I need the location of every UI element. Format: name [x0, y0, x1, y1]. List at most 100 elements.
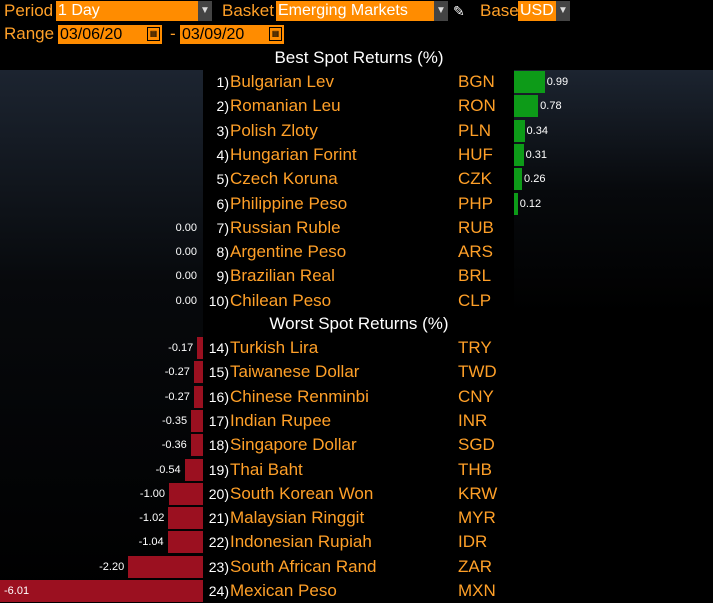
period-value: 1 Day: [58, 2, 100, 19]
negative-bar: [193, 361, 203, 384]
rank-label: 9): [216, 268, 229, 285]
value-label: -0.36: [161, 439, 187, 452]
value-label: -0.27: [164, 390, 190, 403]
currency-row[interactable]: 16) Chinese Renminbi CNY -0.27: [0, 385, 713, 409]
currency-row[interactable]: 3) Polish Zloty PLN 0.34: [0, 119, 713, 143]
positive-bar: [514, 119, 525, 142]
negative-bar: [184, 458, 203, 481]
currency-row[interactable]: 23) South African Rand ZAR -2.20: [0, 555, 713, 579]
positive-bar: [514, 192, 518, 215]
currency-name: Chinese Renminbi: [230, 386, 369, 406]
currency-row[interactable]: 22) Indonesian Rupiah IDR -1.04: [0, 530, 713, 554]
currency-name: Romanian Leu: [230, 96, 341, 116]
value-label: 0.12: [519, 197, 542, 210]
pencil-icon[interactable]: ✎: [453, 3, 465, 19]
value-label: -1.02: [139, 512, 165, 525]
base-select[interactable]: USD ▼: [518, 1, 570, 21]
period-select[interactable]: 1 Day ▼: [56, 1, 212, 21]
currency-code: BGN: [458, 72, 495, 91]
calendar-icon[interactable]: ▦: [147, 27, 160, 41]
currency-code: IDR: [458, 532, 488, 552]
value-label: -1.00: [139, 487, 165, 500]
currency-name: Hungarian Forint: [230, 144, 357, 164]
currency-row[interactable]: 1) Bulgarian Lev BGN 0.99: [0, 70, 713, 94]
basket-value: Emerging Markets: [278, 2, 408, 19]
range-start-value: 03/06/20: [60, 26, 123, 43]
chevron-down-icon[interactable]: ▼: [556, 1, 570, 21]
rank-label: 5): [216, 171, 229, 188]
value-label: 0.78: [540, 100, 562, 113]
currency-name: Polish Zloty: [230, 120, 318, 140]
currency-code: MXN: [458, 581, 496, 600]
negative-bar: [193, 385, 203, 408]
currency-name: Chilean Peso: [230, 290, 332, 310]
rank-label: 24): [208, 583, 229, 599]
currency-row[interactable]: 9) Brazilian Real BRL 0.00: [0, 264, 713, 288]
negative-bar: [0, 580, 203, 602]
currency-row[interactable]: 19) Thai Baht THB -0.54: [0, 458, 713, 482]
range-end-input[interactable]: 03/09/20 ▦: [180, 25, 284, 44]
base-label: Base: [480, 1, 519, 20]
currency-code: THB: [458, 459, 492, 479]
value-label: 0.34: [526, 124, 548, 137]
currency-code: RUB: [458, 217, 494, 237]
value-label: 0.99: [546, 76, 569, 88]
rank-label: 23): [208, 558, 229, 575]
currency-name: South African Rand: [230, 556, 377, 576]
currency-name: Taiwanese Dollar: [230, 362, 360, 382]
currency-row[interactable]: 14) Turkish Lira TRY -0.17: [0, 336, 713, 360]
value-label: 0.31: [525, 148, 548, 161]
rank-label: 3): [216, 122, 229, 139]
negative-bar: [169, 482, 203, 505]
currency-row[interactable]: 18) Singapore Dollar SGD -0.36: [0, 433, 713, 457]
currency-row[interactable]: 5) Czech Koruna CZK 0.26: [0, 167, 713, 191]
currency-row[interactable]: 6) Philippine Peso PHP 0.12: [0, 192, 713, 216]
range-label: Range: [4, 24, 55, 43]
value-label: -0.54: [155, 463, 181, 476]
rank-label: 16): [208, 388, 229, 405]
currency-name: Mexican Peso: [230, 581, 337, 600]
currency-name: Turkish Lira: [230, 338, 319, 357]
chevron-down-icon[interactable]: ▼: [198, 1, 212, 21]
rank-label: 21): [208, 510, 229, 527]
calendar-icon[interactable]: ▦: [269, 27, 282, 41]
toolbar: Period 1 Day ▼ Basket Emerging Markets ▼…: [0, 0, 713, 22]
rank-label: 17): [208, 412, 229, 429]
currency-name: Thai Baht: [230, 459, 303, 479]
currency-row[interactable]: 17) Indian Rupee INR -0.35: [0, 409, 713, 433]
currency-row[interactable]: 15) Taiwanese Dollar TWD -0.27: [0, 360, 713, 384]
currency-row[interactable]: 4) Hungarian Forint HUF 0.31: [0, 143, 713, 167]
negative-bar: [128, 555, 203, 578]
currency-row[interactable]: 2) Romanian Leu RON 0.78: [0, 94, 713, 118]
worst-heading: Worst Spot Returns (%): [269, 314, 449, 333]
currency-row[interactable]: 24) Mexican Peso MXN -6.01: [0, 579, 713, 603]
positive-bar: [514, 71, 545, 93]
currency-row[interactable]: 8) Argentine Peso ARS 0.00: [0, 240, 713, 264]
spot-returns-chart: Best Spot Returns (%) Worst Spot Returns…: [0, 46, 713, 603]
currency-name: Bulgarian Lev: [230, 72, 334, 91]
best-heading: Best Spot Returns (%): [274, 48, 444, 67]
currency-code: MYR: [458, 508, 496, 528]
rank-label: 14): [208, 340, 229, 356]
value-label: 0.00: [175, 246, 197, 259]
positive-bar: [514, 143, 524, 166]
value-label: 0.00: [175, 270, 197, 283]
rank-label: 8): [216, 244, 229, 261]
currency-code: PHP: [458, 193, 493, 213]
currency-row[interactable]: 21) Malaysian Ringgit MYR -1.02: [0, 506, 713, 530]
basket-select[interactable]: Emerging Markets ▼: [276, 1, 448, 21]
value-label: -1.04: [138, 536, 164, 549]
chevron-down-icon[interactable]: ▼: [434, 1, 448, 21]
value-label: -0.35: [162, 414, 188, 427]
negative-bar: [191, 409, 203, 432]
currency-row[interactable]: 7) Russian Ruble RUB 0.00: [0, 216, 713, 240]
rank-label: 20): [208, 485, 229, 502]
currency-name: Indonesian Rupiah: [230, 532, 372, 552]
currency-code: PLN: [458, 120, 492, 140]
currency-row[interactable]: 10) Chilean Peso CLP 0.00: [0, 289, 713, 313]
currency-code: HUF: [458, 144, 493, 164]
base-value: USD: [520, 2, 554, 19]
range-start-input[interactable]: 03/06/20 ▦: [58, 25, 162, 44]
currency-row[interactable]: 20) South Korean Won KRW -1.00: [0, 482, 713, 506]
rank-label: 22): [208, 534, 229, 551]
